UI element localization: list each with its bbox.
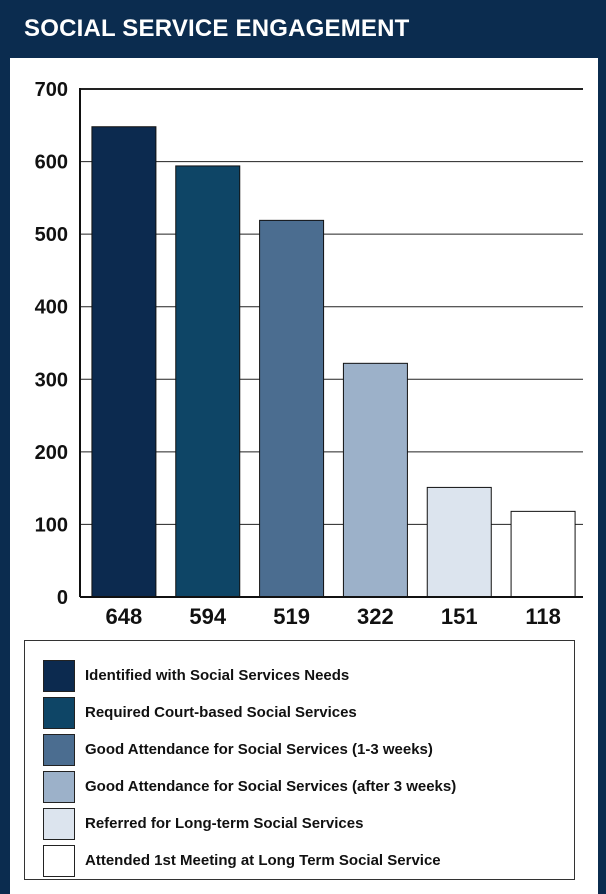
legend-swatch: [43, 845, 75, 877]
value-label: 151: [441, 604, 478, 629]
legend-label: Attended 1st Meeting at Long Term Social…: [85, 852, 441, 869]
bar: [510, 510, 576, 598]
legend: Identified with Social Services Needs Re…: [24, 640, 575, 880]
bar: [91, 126, 157, 598]
value-label: 594: [189, 604, 226, 629]
bar: [342, 362, 408, 598]
bar: [259, 219, 325, 598]
legend-swatch: [43, 771, 75, 803]
value-label: 519: [273, 604, 310, 629]
bar-chart: 0 100 200 300 400 500 600 700 648 594 519 322 151 118: [35, 79, 583, 629]
value-label: 322: [357, 604, 394, 629]
legend-label: Identified with Social Services Needs: [85, 667, 350, 684]
legend-label: Required Court-based Social Services: [85, 704, 357, 721]
legend-swatch: [43, 808, 75, 840]
legend-label: Referred for Long-term Social Services: [85, 815, 364, 832]
y-tick-label: 600: [35, 152, 68, 174]
legend-swatch: [43, 660, 75, 692]
bar: [175, 165, 241, 598]
legend-label: Good Attendance for Social Services (1-3…: [85, 741, 433, 758]
y-tick-label: 100: [35, 514, 68, 536]
value-label: 648: [106, 604, 143, 629]
y-tick-label: 500: [35, 224, 68, 246]
legend-swatch: [43, 697, 75, 729]
y-tick-label: 400: [35, 297, 68, 319]
bar: [426, 486, 492, 598]
y-tick-label: 200: [35, 442, 68, 464]
y-tick-label: 0: [57, 587, 68, 609]
legend-swatch: [43, 734, 75, 766]
legend-label: Good Attendance for Social Services (aft…: [85, 778, 457, 795]
title-bar: SOCIAL SERVICE ENGAGEMENT: [0, 0, 606, 58]
chart-title: SOCIAL SERVICE ENGAGEMENT: [24, 15, 410, 42]
y-tick-label: 300: [35, 369, 68, 391]
y-tick-label: 700: [35, 79, 68, 101]
value-label: 118: [525, 604, 561, 629]
